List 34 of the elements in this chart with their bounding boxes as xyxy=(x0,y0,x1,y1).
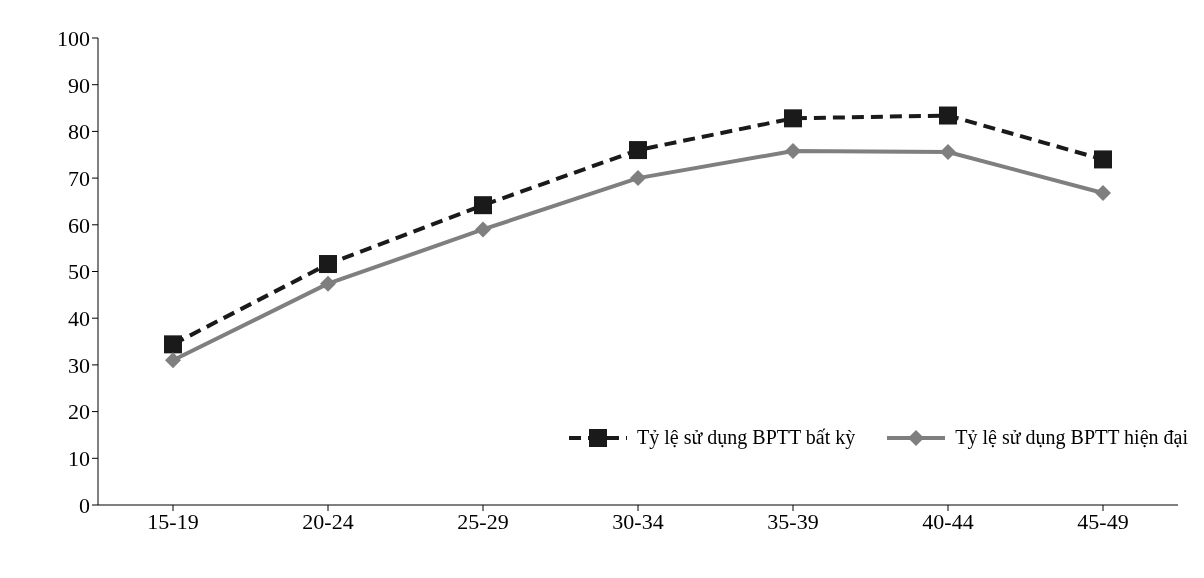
x-tick-label: 15-19 xyxy=(147,508,199,534)
legend-label: Tỷ lệ sử dụng BPTT bất kỳ xyxy=(637,426,856,449)
point xyxy=(785,143,801,160)
y-tick-label: 60 xyxy=(68,212,90,238)
y-tick-label: 90 xyxy=(68,72,90,98)
y-tick-label: 0 xyxy=(79,492,90,518)
y-tick-label: 40 xyxy=(68,306,90,332)
x-tick-label: 20-24 xyxy=(302,508,354,534)
x-tick-label: 40-44 xyxy=(922,508,974,534)
point xyxy=(475,221,491,238)
point xyxy=(165,352,181,369)
legend-label: Tỷ lệ sử dụng BPTT hiện đại xyxy=(955,426,1188,449)
point xyxy=(164,335,182,354)
x-tick-label: 25-29 xyxy=(457,508,509,534)
y-tick-label: 80 xyxy=(68,119,90,145)
y-tick-label: 10 xyxy=(68,446,90,472)
point xyxy=(939,106,957,125)
point xyxy=(319,255,337,274)
point xyxy=(630,170,646,187)
y-tick-label: 70 xyxy=(68,165,90,191)
y-tick-label: 20 xyxy=(68,399,90,425)
point xyxy=(1094,150,1112,169)
point xyxy=(1095,185,1111,202)
y-tick-label: 100 xyxy=(57,25,90,51)
point xyxy=(940,143,956,160)
x-tick-label: 45-49 xyxy=(1077,508,1129,534)
point xyxy=(784,109,802,128)
y-tick-label: 50 xyxy=(68,259,90,285)
point xyxy=(474,196,492,215)
point xyxy=(320,275,336,292)
y-tick-label: 30 xyxy=(68,352,90,378)
x-tick-label: 30-34 xyxy=(612,508,664,534)
x-tick-label: 35-39 xyxy=(767,508,819,534)
point xyxy=(629,141,647,160)
